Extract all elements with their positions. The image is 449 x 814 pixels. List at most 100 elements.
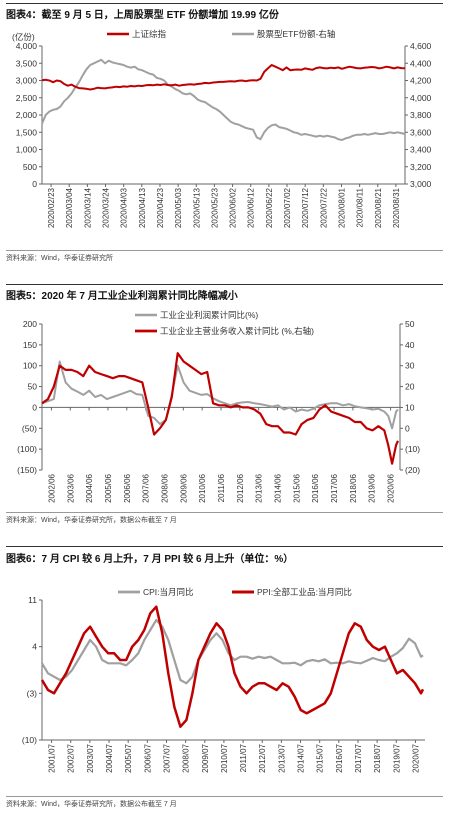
x-tick-label: 2020/07 [411,743,420,772]
x-tick-label: 2020/06/12 [247,187,256,228]
x-tick-label: 2011/06 [217,473,226,502]
series-line-profit [41,360,399,430]
x-tick-label: 2019/06 [368,473,377,502]
legend-label-ppi: PPI:全部工业品:当月同比 [257,587,352,597]
y-right-tick-label: 20 [405,382,415,392]
legend-label-cpi: CPI:当月同比 [143,587,194,597]
x-tick-label: 2015/06 [292,473,301,502]
y-right-tick-label: 10 [405,402,415,412]
x-tick-label: 2005/06 [104,473,113,502]
y-left-tick-label: (3) [27,688,38,698]
x-tick-label: 2020/08/11 [356,187,365,227]
y-right-tick-label: 50 [405,319,415,329]
figure-4-source: 资料来源：Wind，华泰证券研究所 [6,255,113,262]
x-tick-label: 2016/07 [335,743,344,772]
y-left-tick-label: 4 [32,642,37,652]
x-tick-label: 2020/07/02 [283,187,292,228]
x-tick-label: 2020/05/13 [192,187,201,228]
y-left-tick-label: 200 [23,319,37,329]
x-tick-label: 2013/06 [255,473,264,502]
figure-6-top-rule [6,546,443,547]
x-tick-label: 2020/03/04 [65,187,74,228]
figure-5-bottom-rule [6,512,443,513]
y-left-tick-label: 1,000 [16,145,38,155]
x-tick-label: 2012/06 [236,473,245,502]
figure-4-chart: 4,000 3,500 3,000 2,500 2,000 1,500 1,000 500 0 4… [12,29,432,228]
y-right-tick-label: 0 [405,423,410,433]
series-line-cpi [41,618,424,685]
series-line-revenue [41,352,400,465]
y-right-tick-label: 3,000 [410,179,432,189]
y-right-tick-label: 4,600 [410,41,432,51]
figure-4-title: 图表4：截至 9 月 5 日，上周股票型 ETF 份额增加 19.99 亿份 [6,10,279,21]
x-tick-label: 2020/06/22 [265,187,274,228]
x-tick-label: 2009/06 [179,473,188,502]
x-tick-label: 2002/06 [47,473,56,502]
y-right-tick-label: 30 [405,361,415,371]
y-left-tick-label: (50) [22,423,37,433]
y-left-tick-label: 4,000 [16,41,38,51]
y-left-tick-label: 1,500 [16,127,38,137]
figure-6-bottom-rule [6,796,443,797]
series-line-index [41,64,406,91]
x-tick-label: 2020/08/21 [374,187,383,228]
x-tick-label: 2010/06 [198,473,207,502]
x-tick-label: 2009/07 [201,743,210,772]
figure-5-chart: 200150100500(50)(100)(150)50403020100(10… [17,310,420,503]
y-left-tick-label: 3,500 [16,58,38,68]
x-tick-label: 2020/06/02 [229,187,238,228]
y-left-tick-label: 2,500 [16,93,38,103]
y-left-tick-label: 50 [28,382,38,392]
x-tick-label: 2020/02/23 [47,187,56,228]
y-right-tick-label: 40 [405,340,415,350]
x-tick-label: 2020/04/23 [156,187,165,228]
legend-label-revenue: 工业企业主营业务收入累计同比 (%,右轴) [160,326,314,336]
x-tick-label: 2011/07 [239,743,248,772]
y-left-tick-label: 11 [28,595,37,605]
figure-4-top-rule [6,3,443,4]
x-tick-label: 2003/06 [66,473,75,502]
x-tick-label: 2008/06 [160,473,169,502]
x-tick-label: 2010/07 [220,743,229,772]
x-tick-label: 2020/03/14 [83,187,92,228]
y-right-tick-label: (10) [405,444,420,454]
x-tick-label: 2006/06 [123,473,132,502]
y-right-tick-label: 4,400 [410,58,432,68]
figure-6-chart: 11 4 (3) (10) 2001/07 2002/07 2003/07 2004/07 20… [22,587,425,773]
x-tick-label: 2018/06 [349,473,358,502]
x-tick-label: 2020/04/13 [138,187,147,228]
x-tick-label: 2007/07 [162,743,171,772]
figure-6-title: 图表6：7 月 CPI 较 6 月上升，7 月 PPI 较 6 月上升（单位：%… [6,554,294,565]
x-tick-label: 2020/07/22 [319,187,328,228]
x-tick-label: 2017/07 [354,743,363,772]
figure-6: 图表6：7 月 CPI 较 6 月上升，7 月 PPI 较 6 月上升（单位：%… [0,546,449,814]
y-left-tick-label: 0 [32,179,37,189]
y-right-tick-label: 3,800 [410,110,432,120]
x-tick-label: 2019/07 [392,743,401,772]
x-tick-label: 2007/06 [142,473,151,502]
y-right-tick-label: 4,200 [410,76,432,86]
figure-5-title: 图表5：2020 年 7 月工业企业利润累计同比降幅减小 [6,291,238,302]
y-left-tick-label: (10) [22,735,37,745]
figure-5: 图表5：2020 年 7 月工业企业利润累计同比降幅减小 200 150 100 50… [0,280,449,540]
x-tick-label: 2015/07 [316,743,325,772]
y-left-tick-label: 0 [32,402,37,412]
x-tick-label: 2020/05/03 [174,187,183,228]
y-left-tick-label: 150 [23,340,37,350]
y-left-tick-label: 500 [23,162,37,172]
x-tick-label: 2004/06 [85,473,94,502]
x-tick-label: 2006/07 [143,743,152,772]
y-right-tick-label: 3,600 [410,127,432,137]
y-right-tick-label: 4,000 [410,93,432,103]
x-tick-label: 2008/07 [182,743,191,772]
x-tick-label: 2020/05/23 [210,187,219,228]
figure-6-source: 资料来源：Wind，华泰证券研究所，数据公布截至 7 月 [6,801,177,808]
x-tick-label: 2002/07 [67,743,76,772]
figure-5-source: 资料来源：Wind，华泰证券研究所，数据公布截至 7 月 [6,517,177,524]
x-tick-label: 2020/08/31 [392,187,401,228]
legend-label-etf: 股票型ETF份额-右轴 [257,29,335,39]
x-tick-label: 2020/04/03 [120,187,129,228]
series-line-etf [41,58,406,141]
y-right-tick-label: (20) [405,465,420,475]
legend-label-profit: 工业企业利润累计同比(%) [160,310,258,320]
